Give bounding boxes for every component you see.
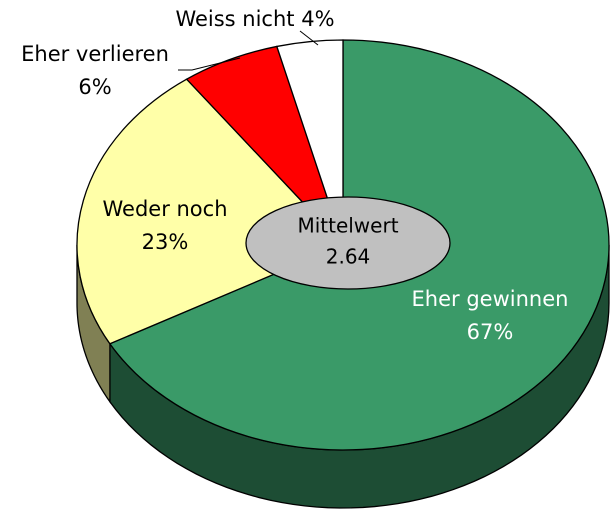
mean-badge [245,196,451,290]
category-label: Weder noch [102,197,227,221]
category-label: Eher gewinnen [412,287,569,311]
slice [76,78,345,345]
leader-line [299,30,319,46]
value-label: 6% [78,75,111,99]
leader-line [178,57,241,71]
value-label: 4% [301,7,334,31]
category-label: Eher verlieren [21,42,169,66]
slice [275,39,344,246]
value-label: 67% [467,320,514,344]
value-label: 23% [142,230,189,254]
annotation-value: 2.64 [326,245,371,269]
annotation-label: Mittelwert [297,214,398,238]
category-label: Weiss nicht [175,7,294,31]
slice-label: Weiss nicht 4% [175,7,334,31]
